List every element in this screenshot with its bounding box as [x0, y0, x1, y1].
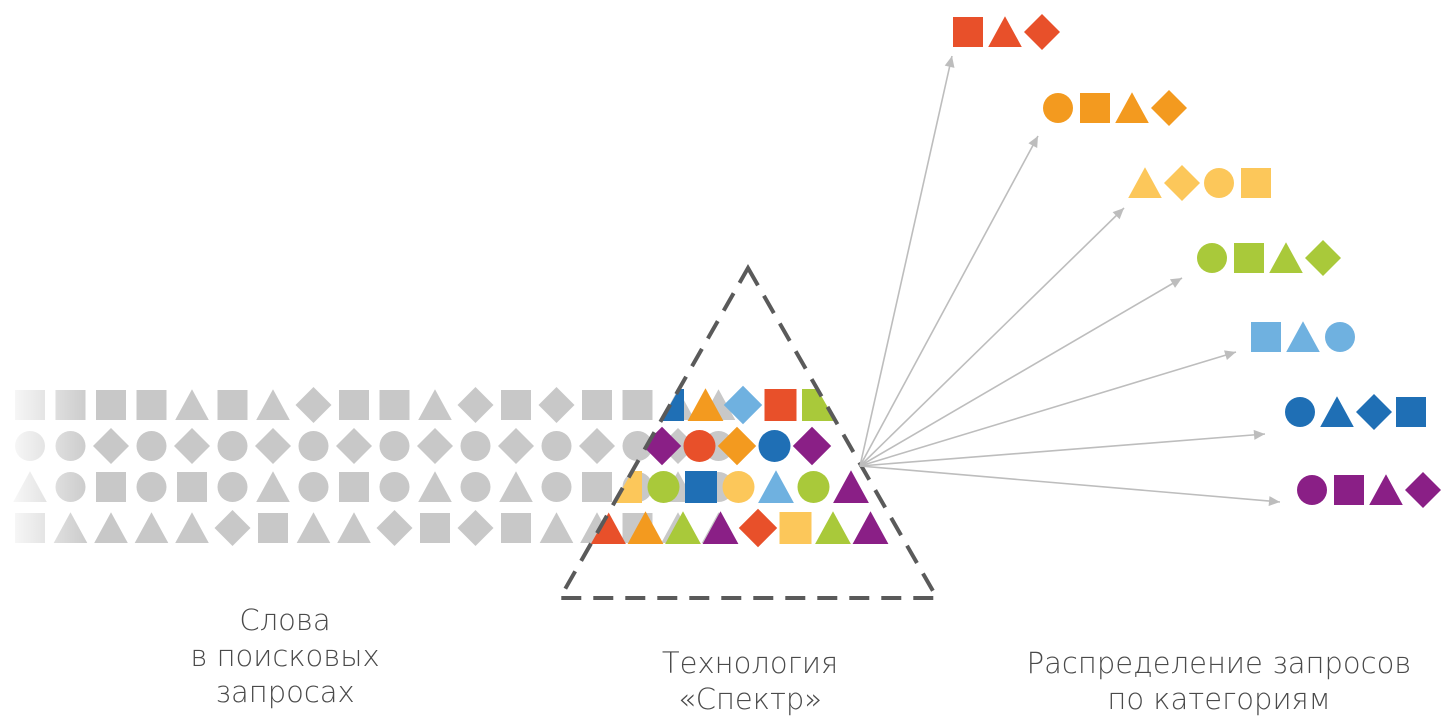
prism-circle-icon — [647, 471, 680, 503]
arrow-head-icon — [1169, 278, 1182, 288]
category-arrows — [859, 55, 1281, 507]
category-green-circle-icon — [1197, 243, 1227, 273]
category-orange-diamond-icon — [1151, 90, 1187, 126]
prism-triangle-icon — [815, 511, 851, 544]
category-blue-triangle-icon — [1320, 396, 1354, 427]
arrow-head-icon — [1268, 496, 1280, 507]
category-purple-triangle-icon — [1369, 474, 1403, 505]
arrow-head-icon — [1253, 429, 1265, 440]
arrow-head-icon — [1028, 136, 1038, 149]
arrow-line — [859, 207, 1125, 467]
prism-diamond-icon — [738, 508, 778, 548]
caption-technology: Технология «Спектр» — [615, 645, 885, 717]
prism-diamond-icon — [717, 426, 757, 466]
arrow-line — [859, 55, 953, 467]
category-blue-circle-icon — [1285, 397, 1315, 427]
arrow-line — [859, 465, 1281, 503]
category-orange-circle-icon — [1043, 93, 1073, 123]
prism-triangle — [556, 263, 941, 600]
prism-colored-shapes — [590, 385, 889, 548]
caption-words-line-1: Слова — [239, 603, 331, 637]
category-red-diamond-icon — [1024, 14, 1060, 50]
category-lightblue-square-icon — [1251, 322, 1281, 352]
prism-triangle-icon — [627, 511, 664, 544]
category-lightblue-circle-icon — [1325, 322, 1355, 352]
prism-triangle-icon — [758, 470, 794, 503]
prism-diamond-icon — [723, 385, 763, 425]
category-green-triangle-icon — [1269, 242, 1303, 273]
arrow-line — [859, 277, 1183, 467]
prism-circle-icon — [722, 471, 755, 503]
prism-diamond-icon — [792, 426, 832, 466]
caption-words-line-3: запросах — [215, 675, 355, 709]
prism-triangle-icon — [852, 511, 889, 544]
prism-circle-icon — [758, 430, 791, 462]
prism-square-icon — [764, 389, 797, 421]
arrow-line — [859, 135, 1039, 467]
prism-triangle-icon — [702, 511, 739, 544]
prism-triangle-icon — [665, 511, 701, 544]
caption-distribution: Распределение запросов по категориям — [985, 645, 1453, 717]
arrow-line — [859, 351, 1237, 467]
category-orange-square-icon — [1080, 93, 1110, 123]
category-purple-circle-icon — [1297, 475, 1327, 505]
caption-words-line-2: в поисковых — [190, 639, 380, 673]
category-green-square-icon — [1234, 243, 1264, 273]
category-purple-square-icon — [1334, 475, 1364, 505]
prism-square-icon — [685, 471, 717, 503]
category-blue-square-icon — [1396, 397, 1426, 427]
category-yellow-square-icon — [1241, 168, 1271, 198]
caption-search-words: Слова в поисковых запросах — [140, 602, 430, 710]
arrow-head-icon — [1112, 208, 1124, 220]
prism-triangle-icon — [687, 388, 724, 421]
prism-circle-icon — [797, 471, 830, 503]
caption-dist-line-1: Распределение запросов — [1026, 646, 1412, 680]
category-blue-diamond-icon — [1356, 394, 1392, 430]
category-yellow-circle-icon — [1204, 168, 1234, 198]
arrow-head-icon — [944, 56, 955, 68]
category-orange-triangle-icon — [1115, 92, 1149, 123]
caption-tech-line-2: «Спектр» — [677, 682, 823, 716]
prism-circle-icon — [683, 430, 716, 462]
category-green-diamond-icon — [1305, 240, 1341, 276]
arrow-head-icon — [1224, 350, 1236, 360]
category-lightblue-triangle-icon — [1286, 321, 1320, 352]
category-output-groups — [953, 14, 1441, 508]
prism-triangle-icon — [590, 511, 626, 544]
category-yellow-triangle-icon — [1128, 167, 1162, 198]
category-purple-diamond-icon — [1405, 472, 1441, 508]
category-red-square-icon — [953, 17, 983, 47]
category-red-triangle-icon — [988, 16, 1022, 47]
prism-square-icon — [779, 512, 812, 544]
caption-tech-line-1: Технология — [661, 646, 839, 680]
prism-triangle-icon — [833, 470, 869, 503]
category-yellow-diamond-icon — [1164, 165, 1200, 201]
caption-dist-line-2: по категориям — [1107, 682, 1331, 716]
arrow-line — [859, 433, 1266, 467]
